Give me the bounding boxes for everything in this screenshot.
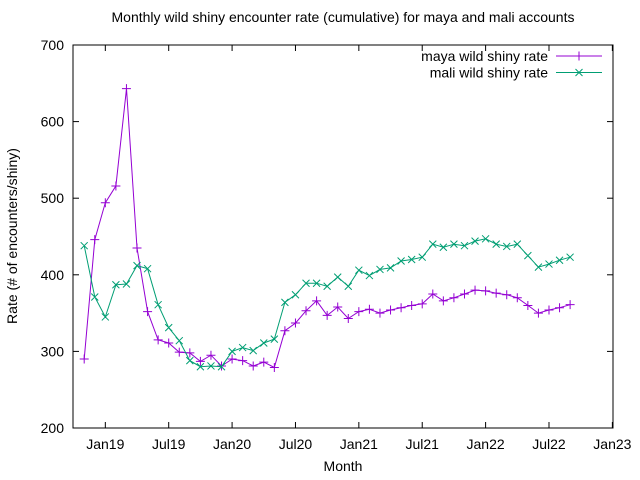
y-tick-label: 400 — [41, 267, 65, 283]
y-tick-label: 300 — [41, 343, 65, 359]
plot-border — [72, 44, 614, 429]
maya-series-markers — [79, 84, 575, 372]
y-axis-label: Rate (# of encounters/shiny) — [4, 148, 20, 324]
mali-series-line — [83, 238, 571, 368]
legend-label-mali: mali wild shiny rate — [430, 65, 548, 81]
y-tick-label: 200 — [41, 420, 65, 436]
x-tick-label: Jan21 — [340, 436, 378, 452]
y-tick-label: 700 — [41, 37, 65, 53]
x-tick-label: Jan20 — [213, 436, 251, 452]
x-tick-label: Jul20 — [279, 436, 313, 452]
x-tick-label: Jan23 — [593, 436, 631, 452]
x-tick-label: Jul21 — [405, 436, 439, 452]
legend-sample-maya — [556, 51, 602, 61]
x-axis-label: Month — [324, 458, 363, 474]
chart-title: Monthly wild shiny encounter rate (cumul… — [112, 9, 575, 25]
legend-sample-mali — [556, 68, 602, 77]
x-tick-label: Jan19 — [86, 436, 124, 452]
y-tick-label: 500 — [41, 190, 65, 206]
mali-series-markers — [80, 234, 574, 371]
x-tick-label: Jan22 — [467, 436, 505, 452]
y-tick-label: 600 — [41, 114, 65, 130]
maya-series-line — [83, 88, 571, 369]
x-tick-label: Jul19 — [152, 436, 186, 452]
legend-label-maya: maya wild shiny rate — [421, 48, 548, 64]
plot-area: 200 300 400 500 600 700 Jan19 Jul19 Jan20 Jul20 Ja… — [41, 37, 632, 452]
x-tick-label: Jul22 — [532, 436, 566, 452]
